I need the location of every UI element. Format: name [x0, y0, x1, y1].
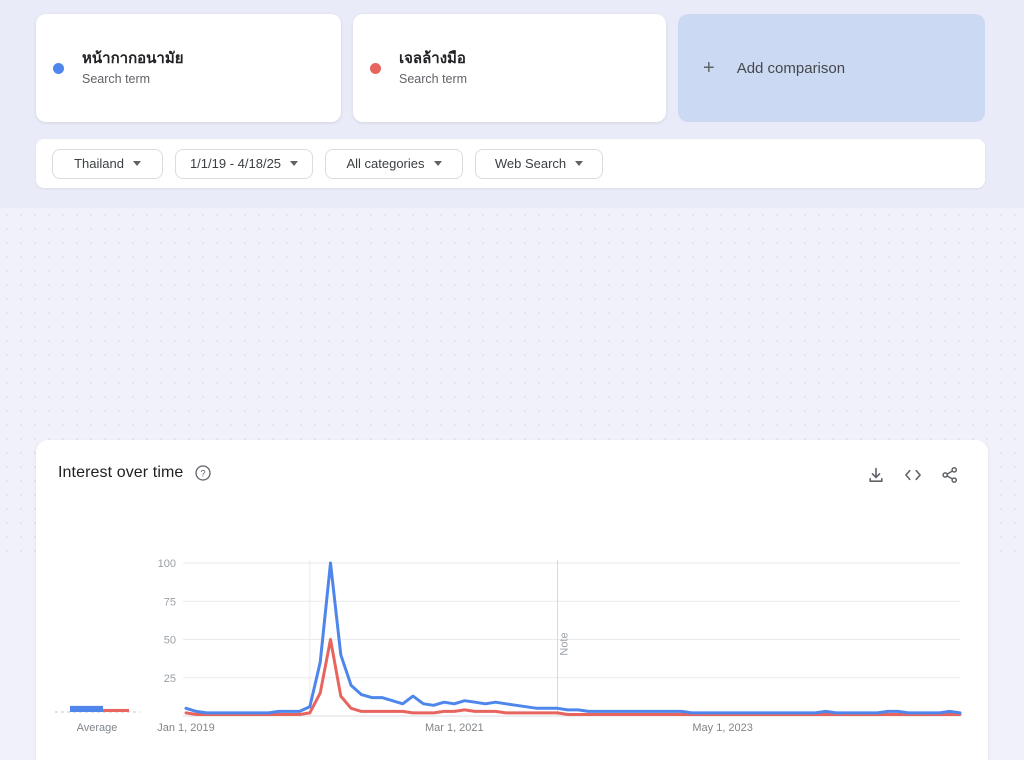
term-texts: หน้ากากอนามัย Search term [82, 50, 184, 87]
chevron-down-icon [433, 161, 442, 166]
search-term-card-2[interactable]: เจลล้างมือ Search term [353, 14, 666, 122]
filter-geo[interactable]: Thailand [52, 148, 163, 179]
search-term-card-1[interactable]: หน้ากากอนามัย Search term [36, 14, 341, 122]
filter-category-label: All categories [346, 156, 425, 171]
filter-search-type[interactable]: Web Search [475, 148, 603, 179]
x-tick-label: Jan 1, 2019 [157, 722, 215, 734]
term-sublabel: Search term [82, 72, 151, 87]
interest-over-time-card: Interest over time ? [36, 440, 988, 760]
comparison-cards-row: หน้ากากอนามัย Search term เจลล้างมือ Sea… [36, 14, 985, 122]
svg-text:?: ? [201, 468, 206, 479]
term-sublabel: Search term [399, 72, 468, 87]
filter-date-range-label: 1/1/19 - 4/18/25 [189, 156, 282, 171]
embed-icon [905, 469, 921, 481]
download-icon [869, 467, 883, 482]
add-comparison-label: Add comparison [736, 59, 846, 77]
term-label: หน้ากากอนามัย [82, 49, 184, 67]
chart-line [184, 638, 962, 716]
chevron-down-icon [132, 161, 141, 166]
filter-geo-label: Thailand [74, 156, 124, 171]
help-icon[interactable]: ? [194, 464, 212, 482]
filter-search-type-label: Web Search [494, 156, 567, 171]
average-bar [70, 705, 103, 712]
add-comparison-button[interactable]: + Add comparison [678, 14, 985, 122]
header-section: หน้ากากอนามัย Search term เจลล้างมือ Sea… [0, 0, 1024, 208]
filter-date-range[interactable]: 1/1/19 - 4/18/25 [175, 148, 313, 179]
y-tick-label: 100 [158, 558, 176, 570]
embed-button[interactable] [904, 465, 924, 485]
chart-header: Interest over time ? [58, 464, 212, 482]
y-tick-label: 50 [164, 635, 176, 647]
filter-bar: Thailand 1/1/19 - 4/18/25 All categories… [36, 139, 985, 188]
chart-line [184, 561, 962, 715]
series-color-dot-red [370, 62, 381, 74]
y-tick-label: 75 [164, 596, 176, 608]
download-button[interactable] [867, 465, 887, 485]
plus-icon: + [703, 57, 715, 79]
share-icon [942, 467, 958, 483]
x-tick-label: Mar 1, 2021 [425, 722, 484, 734]
share-button[interactable] [941, 465, 961, 485]
chart-title: Interest over time [58, 464, 184, 481]
chart-actions [867, 465, 961, 485]
chevron-down-icon [290, 161, 299, 166]
content-section: Interest over time ? [0, 208, 1024, 760]
interest-over-time-chart: 25 50 75 100 Note Jan 1, 2019 Mar 1, 2021 May 1… [55, 558, 962, 734]
average-label: Average [77, 722, 118, 734]
note-label: Note [559, 632, 571, 655]
y-tick-label: 25 [164, 673, 176, 685]
x-tick-label: May 1, 2023 [692, 722, 753, 734]
filter-category[interactable]: All categories [325, 148, 463, 179]
chevron-down-icon [575, 161, 584, 166]
term-label: เจลล้างมือ [399, 49, 466, 67]
term-texts: เจลล้างมือ Search term [399, 50, 467, 87]
series-color-dot-blue [53, 62, 64, 74]
average-bar [103, 708, 129, 712]
